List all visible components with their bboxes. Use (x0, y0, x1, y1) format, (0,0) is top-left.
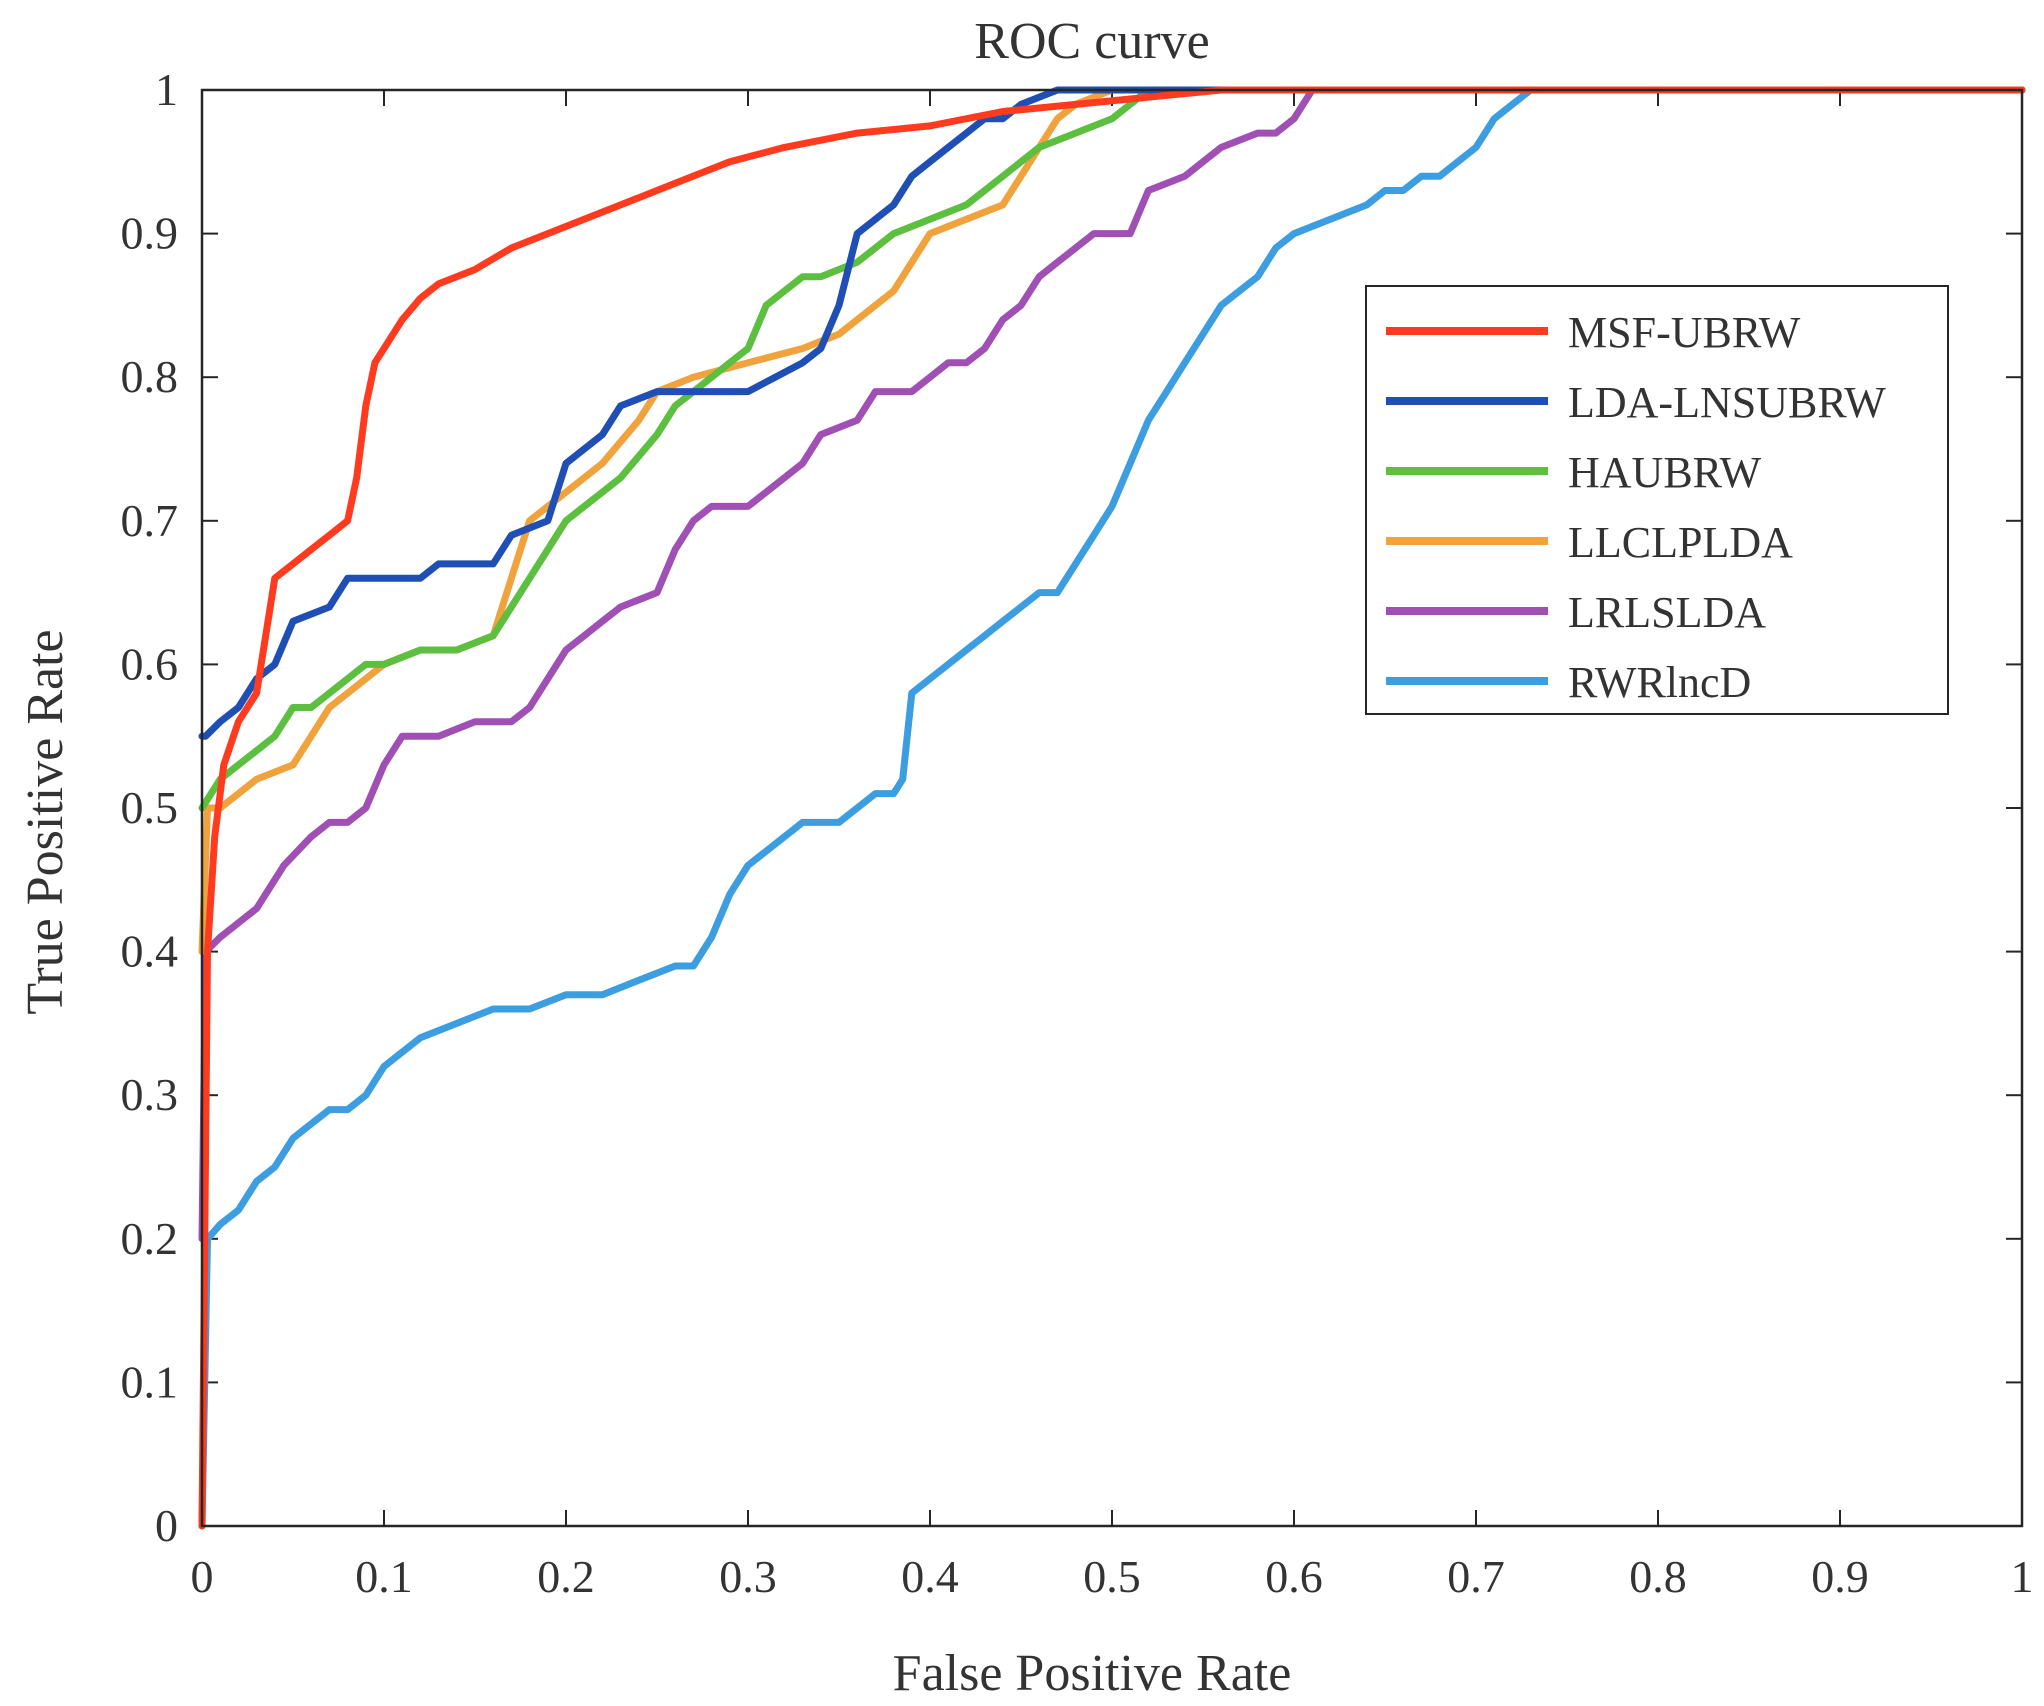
series-line-msf-ubrw (198, 86, 2026, 1530)
x-tick-label: 0.4 (901, 1551, 959, 1602)
legend-label-llclplda: LLCLPLDA (1568, 518, 1793, 567)
x-tick-label: 0.9 (1811, 1551, 1869, 1602)
y-tick-label: 0.3 (121, 1069, 179, 1120)
x-tick-label: 0.7 (1447, 1551, 1505, 1602)
y-axis-label: True Positive Rate (17, 629, 74, 1014)
series-line-lda-lnsubrw (198, 86, 2026, 740)
x-tick-label: 0.5 (1083, 1551, 1141, 1602)
y-tick-label: 0.6 (121, 638, 179, 689)
series-line-haubrw (198, 86, 2026, 812)
tick-layer: 0 0.1 0.2 0.3 0.4 0.5 0.6 0.7 0.8 0.9 1 0 0.1 0.2 0.3 0… (121, 64, 2034, 1602)
legend-label-haubrw: HAUBRW (1568, 448, 1762, 497)
y-tick-label: 0.7 (121, 495, 179, 546)
x-tick-label: 0 (191, 1551, 214, 1602)
x-tick-label: 0.3 (719, 1551, 777, 1602)
y-tick-label: 0.5 (121, 782, 179, 833)
legend-box (1365, 285, 1949, 715)
y-tick-label: 0 (155, 1500, 178, 1551)
y-tick-label: 0.1 (121, 1356, 179, 1407)
legend-label-rwrlncd: RWRlncD (1568, 658, 1751, 707)
y-tick-label: 0.4 (121, 926, 179, 977)
x-tick-label: 0.2 (537, 1551, 595, 1602)
legend-label-lda-lnsubrw: LDA-LNSUBRW (1568, 378, 1886, 427)
x-tick-label: 0.1 (355, 1551, 413, 1602)
legend-items: MSF-UBRW LDA-LNSUBRW HAUBRW LLCLPLDA LRLSLDA… (1386, 308, 1886, 707)
y-tick-label: 1 (155, 64, 178, 115)
series-layer (198, 86, 2026, 1530)
legend-label-lrlslda: LRLSLDA (1568, 588, 1766, 637)
y-tick-label: 0.8 (121, 351, 179, 402)
chart-title: ROC curve (974, 13, 1209, 70)
y-tick-label: 0.9 (121, 208, 179, 259)
y-tick-label: 0.2 (121, 1213, 179, 1264)
x-tick-label: 0.8 (1629, 1551, 1687, 1602)
series-line-rwrlncd (198, 86, 2026, 1530)
x-tick-label: 0.6 (1265, 1551, 1323, 1602)
legend: MSF-UBRW LDA-LNSUBRW HAUBRW LLCLPLDA LRLSLDA… (1365, 285, 1949, 715)
x-tick-label: 1 (2011, 1551, 2034, 1602)
legend-label-msf-ubrw: MSF-UBRW (1568, 308, 1801, 357)
series-line-lrlslda (198, 86, 2026, 1243)
series-line-llclplda (198, 86, 2026, 956)
plot-frame (200, 88, 2024, 1528)
x-axis-label: False Positive Rate (893, 1645, 1292, 1702)
